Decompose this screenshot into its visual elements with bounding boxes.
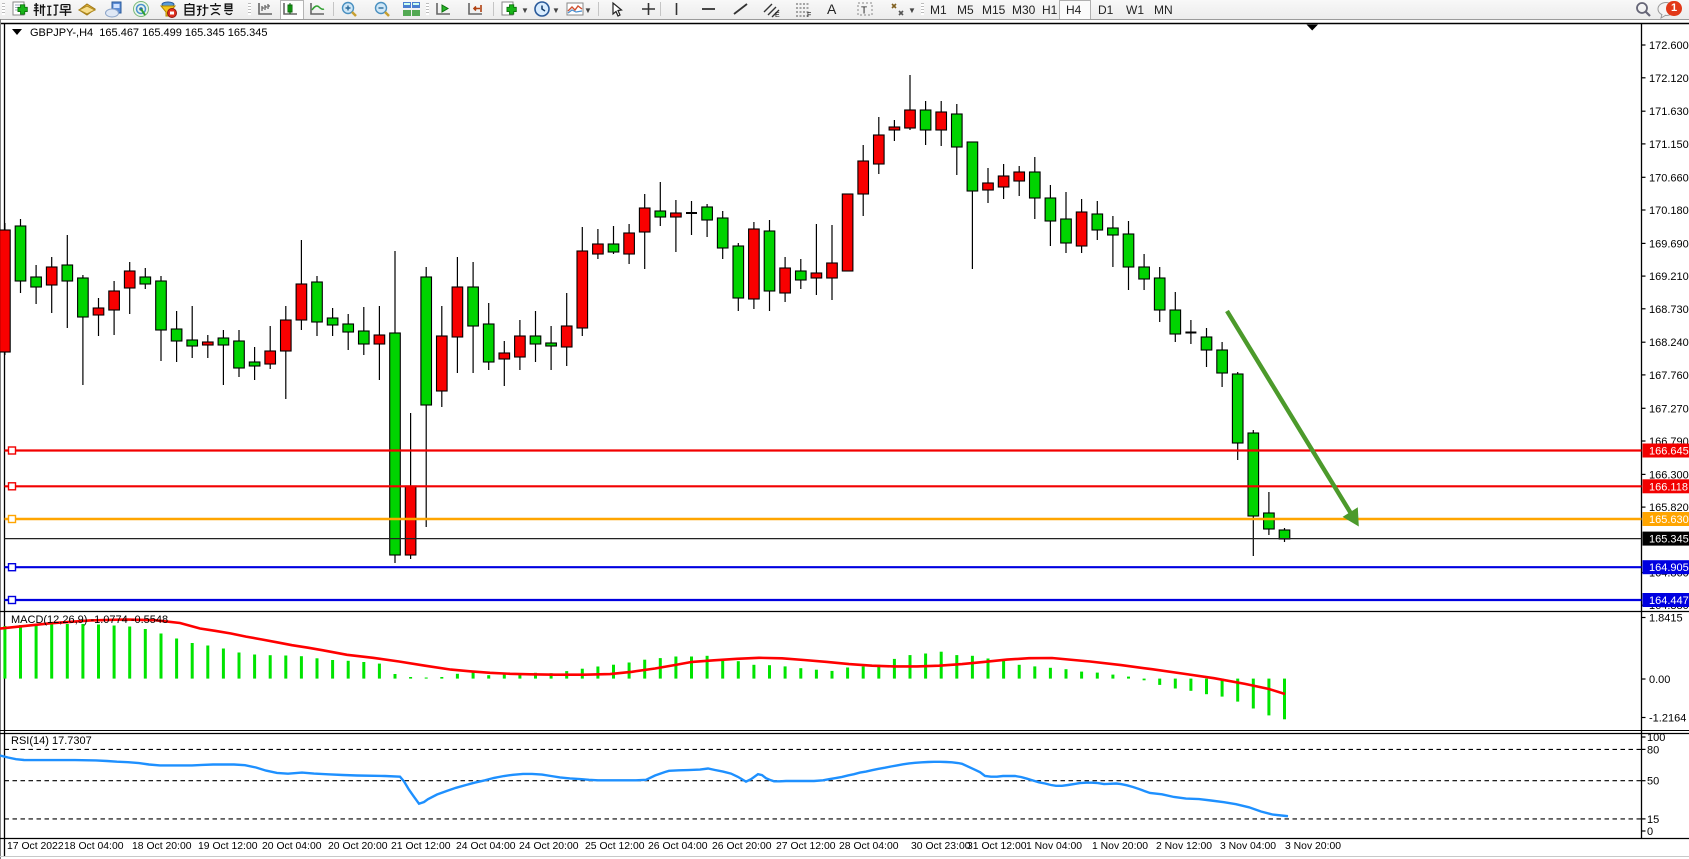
- svg-text:24 Oct 04:00: 24 Oct 04:00: [456, 841, 516, 852]
- svg-text:18 Oct 04:00: 18 Oct 04:00: [64, 841, 124, 852]
- svg-text:50: 50: [1647, 776, 1659, 788]
- svg-text:31 Oct 12:00: 31 Oct 12:00: [967, 841, 1027, 852]
- svg-text:168.730: 168.730: [1649, 304, 1689, 316]
- svg-text:169.210: 169.210: [1649, 271, 1689, 283]
- svg-text:GBPJPY-,H4 165.467 165.499 16: GBPJPY-,H4 165.467 165.499 165.345 165.3…: [30, 27, 268, 39]
- svg-text:21 Oct 12:00: 21 Oct 12:00: [391, 841, 451, 852]
- svg-text:3 Nov 20:00: 3 Nov 20:00: [1285, 841, 1341, 852]
- svg-text:1 Nov 20:00: 1 Nov 20:00: [1092, 841, 1148, 852]
- svg-text:167.270: 167.270: [1649, 403, 1689, 415]
- svg-text:-1.2164: -1.2164: [1649, 713, 1686, 725]
- svg-text:80: 80: [1647, 744, 1659, 756]
- svg-text:172.120: 172.120: [1649, 73, 1689, 85]
- svg-text:165.820: 165.820: [1649, 502, 1689, 514]
- svg-text:168.240: 168.240: [1649, 337, 1689, 349]
- svg-text:100: 100: [1647, 732, 1665, 744]
- svg-text:165.630: 165.630: [1649, 514, 1689, 526]
- svg-text:166.118: 166.118: [1649, 481, 1688, 493]
- svg-text:164.905: 164.905: [1649, 562, 1689, 574]
- svg-text:171.630: 171.630: [1649, 106, 1689, 118]
- svg-text:19 Oct 12:00: 19 Oct 12:00: [198, 841, 258, 852]
- svg-text:25 Oct 12:00: 25 Oct 12:00: [585, 841, 645, 852]
- svg-text:T: T: [861, 6, 867, 17]
- svg-text:164.447: 164.447: [1649, 595, 1689, 607]
- svg-text:170.180: 170.180: [1649, 205, 1689, 217]
- svg-text:27 Oct 12:00: 27 Oct 12:00: [776, 841, 836, 852]
- svg-text:20 Oct 20:00: 20 Oct 20:00: [328, 841, 388, 852]
- svg-text:1 Nov 04:00: 1 Nov 04:00: [1026, 841, 1082, 852]
- svg-text:26 Oct 04:00: 26 Oct 04:00: [648, 841, 708, 852]
- svg-text:26 Oct 20:00: 26 Oct 20:00: [712, 841, 772, 852]
- svg-text:2 Nov 12:00: 2 Nov 12:00: [1156, 841, 1212, 852]
- svg-text:166.645: 166.645: [1649, 446, 1689, 458]
- svg-text:24 Oct 20:00: 24 Oct 20:00: [519, 841, 579, 852]
- svg-text:0: 0: [1647, 826, 1653, 838]
- svg-text:RSI(14) 17.7307: RSI(14) 17.7307: [11, 735, 92, 747]
- svg-text:170.660: 170.660: [1649, 172, 1689, 184]
- svg-text:172.600: 172.600: [1649, 40, 1689, 52]
- svg-text:15: 15: [1647, 814, 1659, 826]
- svg-text:20 Oct 04:00: 20 Oct 04:00: [262, 841, 322, 852]
- svg-text:30 Oct 23:00: 30 Oct 23:00: [911, 841, 971, 852]
- svg-text:166.300: 166.300: [1649, 469, 1689, 481]
- svg-text:3 Nov 04:00: 3 Nov 04:00: [1220, 841, 1276, 852]
- svg-text:18 Oct 20:00: 18 Oct 20:00: [132, 841, 192, 852]
- svg-text:28 Oct 04:00: 28 Oct 04:00: [839, 841, 899, 852]
- svg-text:169.690: 169.690: [1649, 238, 1689, 250]
- svg-text:E: E: [775, 12, 780, 18]
- svg-text:171.150: 171.150: [1649, 139, 1689, 151]
- svg-text:F: F: [807, 12, 811, 18]
- svg-text:0.00: 0.00: [1649, 674, 1670, 686]
- svg-text:MACD(12,26,9) -1.0774 -0.5548: MACD(12,26,9) -1.0774 -0.5548: [11, 614, 168, 626]
- svg-text:165.345: 165.345: [1649, 534, 1689, 546]
- svg-text:1.8415: 1.8415: [1649, 613, 1683, 625]
- svg-text:167.760: 167.760: [1649, 370, 1689, 382]
- svg-text:17 Oct 2022: 17 Oct 2022: [7, 841, 64, 852]
